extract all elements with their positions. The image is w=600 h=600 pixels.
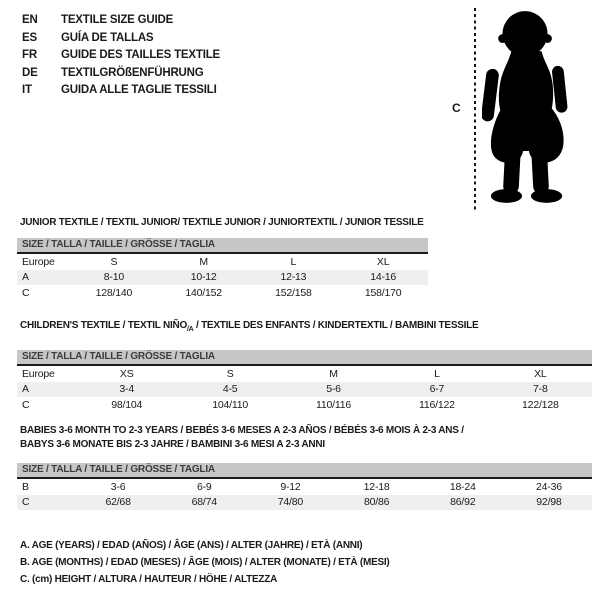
- size-header-bar: SIZE / TALLA / TAILLE / GRÖSSE / TAGLIA: [17, 238, 428, 254]
- junior-row-age: A 8-10 10-12 12-13 14-16: [17, 269, 428, 285]
- cell-value: 80/86: [363, 496, 390, 509]
- language-code: FR: [22, 49, 37, 62]
- cell-value: 14-16: [370, 271, 397, 284]
- cell-value: 104/110: [212, 398, 248, 411]
- language-title: TEXTILGRÖßENFÜHRUNG: [61, 66, 204, 79]
- cell-value: 158/170: [364, 286, 402, 299]
- cell-value: 8-10: [103, 271, 124, 284]
- col-header: S: [110, 255, 118, 268]
- cell-value: 68/74: [191, 496, 217, 509]
- language-row-de: DE TEXTILGRÖßENFÜHRUNG: [22, 65, 220, 83]
- col-header: L: [434, 367, 440, 380]
- cell-value: 152/158: [275, 286, 312, 299]
- col-header: XS: [119, 367, 134, 380]
- cell-value: 4-5: [222, 383, 238, 396]
- babies-size-table: SIZE / TALLA / TAILLE / GRÖSSE / TAGLIA …: [17, 463, 592, 510]
- language-row-it: IT GUIDA ALLE TAGLIE TESSILI: [22, 82, 220, 100]
- size-header-bar: SIZE / TALLA / TAILLE / GRÖSSE / TAGLIA: [17, 350, 592, 366]
- cell-value: 74/80: [277, 496, 304, 509]
- cell-value: 24-36: [536, 480, 562, 493]
- babies-title-line1: BABIES 3-6 MONTH TO 2-3 YEARS / BEBÉS 3-…: [20, 425, 464, 436]
- cell-value: 10-12: [190, 271, 217, 284]
- col-header: XL: [376, 255, 390, 268]
- children-title-text: / TEXTILE DES ENFANTS / KINDERTEXTIL / B…: [193, 320, 479, 331]
- cell-value: 98/104: [111, 398, 143, 411]
- cell-value: 9-12: [280, 480, 301, 493]
- cell-value: 5-6: [326, 383, 341, 396]
- col-header: S: [226, 367, 234, 380]
- children-size-table: SIZE / TALLA / TAILLE / GRÖSSE / TAGLIA …: [17, 350, 592, 413]
- col-header: M: [199, 255, 208, 268]
- cell-value: 3-6: [110, 480, 126, 493]
- language-list: EN TEXTILE SIZE GUIDE ES GUÍA DE TALLAS …: [22, 12, 220, 100]
- baby-silhouette-icon: [482, 11, 568, 203]
- language-code: IT: [22, 84, 32, 97]
- row-label: C: [22, 286, 30, 299]
- cell-value: 18-24: [449, 480, 476, 493]
- cell-value: 6-9: [196, 480, 212, 493]
- language-row-es: ES GUÍA DE TALLAS: [22, 30, 220, 48]
- babies-row-age-months: B 3-6 6-9 9-12 12-18 18-24 24-36: [17, 479, 592, 495]
- cell-value: 92/98: [536, 496, 562, 509]
- language-code: EN: [22, 14, 38, 26]
- height-measure-dotted-line: [474, 8, 476, 210]
- language-title: GUÍA DE TALLAS: [61, 31, 154, 44]
- junior-row-height: C 128/140 140/152 152/158 158/170: [17, 285, 428, 301]
- children-column-header-row: Europe XS S M L XL: [17, 366, 592, 382]
- cell-value: 86/92: [450, 496, 476, 509]
- row-label: B: [22, 480, 29, 493]
- cell-value: 12-13: [280, 271, 307, 284]
- cell-value: 12-18: [363, 480, 390, 493]
- language-row-fr: FR GUIDE DES TAILLES TEXTILE: [22, 47, 220, 65]
- junior-section-title: JUNIOR TEXTILE / TEXTIL JUNIOR/ TEXTILE …: [20, 217, 424, 228]
- children-row-height: C 98/104 104/110 110/116 116/122 122/128: [17, 397, 592, 413]
- cell-value: 62/68: [105, 496, 131, 509]
- language-code: DE: [22, 66, 38, 79]
- row-label: A: [22, 271, 29, 284]
- children-title-subscript: /A: [186, 326, 194, 333]
- cell-value: 110/116: [316, 398, 352, 411]
- babies-row-height: C 62/68 68/74 74/80 80/86 86/92 92/98: [17, 494, 592, 510]
- col-header: Europe: [22, 255, 55, 268]
- junior-size-table: SIZE / TALLA / TAILLE / GRÖSSE / TAGLIA …: [17, 238, 428, 301]
- babies-section-title: BABIES 3-6 MONTH TO 2-3 YEARS / BEBÉS 3-…: [20, 424, 464, 452]
- cell-value: 128/140: [95, 286, 133, 299]
- legend-notes: A. AGE (YEARS) / EDAD (AÑOS) / ÂGE (ANS)…: [20, 538, 390, 588]
- babies-title-line2: BABYS 3-6 MONATE BIS 2-3 JAHRE / BAMBINI…: [20, 439, 325, 450]
- language-row-en: EN TEXTILE SIZE GUIDE: [22, 12, 220, 30]
- row-label: C: [22, 398, 30, 411]
- children-section-title: CHILDREN'S TEXTILE / TEXTIL NIÑO/A / TEX…: [20, 319, 479, 337]
- cell-value: 7-8: [533, 383, 548, 396]
- junior-column-header-row: Europe S M L XL: [17, 254, 428, 270]
- col-header: L: [290, 255, 297, 268]
- height-measure-label: C: [452, 101, 461, 115]
- children-row-age: A 3-4 4-5 5-6 6-7 7-8: [17, 381, 592, 397]
- children-title-text: CHILDREN'S TEXTILE / TEXTIL NIÑO: [20, 320, 187, 331]
- cell-value: 3-4: [119, 383, 134, 396]
- language-title: TEXTILE SIZE GUIDE: [61, 14, 174, 26]
- note-height-cm: C. (cm) HEIGHT / ALTURA / HAUTEUR / HÖHE…: [20, 573, 278, 585]
- note-age-months: B. AGE (MONTHS) / EDAD (MESES) / ÂGE (MO…: [20, 556, 390, 568]
- language-code: ES: [22, 31, 37, 44]
- col-header: Europe: [22, 367, 55, 380]
- row-label: A: [22, 383, 29, 396]
- col-header: XL: [534, 367, 547, 380]
- row-label: C: [22, 496, 30, 509]
- language-title: GUIDA ALLE TAGLIE TESSILI: [61, 84, 217, 97]
- col-header: M: [329, 367, 338, 380]
- cell-value: 122/128: [522, 398, 559, 411]
- size-header-bar: SIZE / TALLA / TAILLE / GRÖSSE / TAGLIA: [17, 463, 592, 479]
- language-title: GUIDE DES TAILLES TEXTILE: [61, 49, 220, 62]
- note-age-years: A. AGE (YEARS) / EDAD (AÑOS) / ÂGE (ANS)…: [20, 540, 363, 551]
- cell-value: 6-7: [429, 383, 445, 396]
- cell-value: 140/152: [185, 286, 222, 299]
- cell-value: 116/122: [419, 398, 455, 411]
